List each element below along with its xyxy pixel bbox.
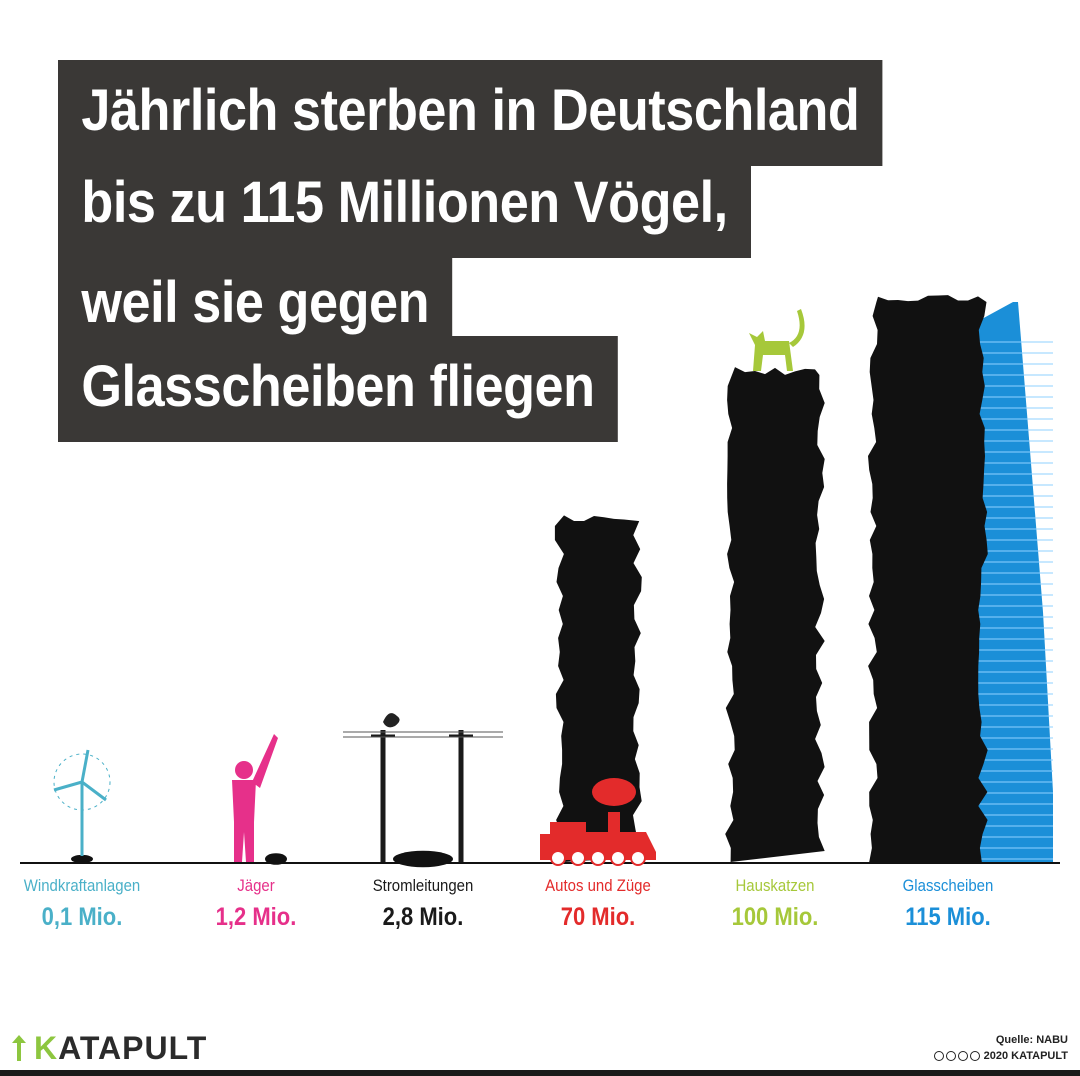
hunter-body xyxy=(232,734,278,862)
category-label: Autos und Züge xyxy=(545,876,651,895)
katapult-logo: KATAPULT xyxy=(10,1030,207,1066)
train-wheel-3 xyxy=(610,850,626,866)
category-label: Jäger xyxy=(237,876,275,895)
source-text: Quelle: NABU xyxy=(995,1034,1068,1046)
value-label: 1,2 Mio. xyxy=(215,903,297,931)
footer-info: Quelle: NABU 2020 KATAPULT xyxy=(933,1032,1068,1064)
bar-glasscheiben xyxy=(868,295,988,863)
train-wheel-4 xyxy=(630,850,646,866)
title-line-1: Jährlich sterben in Deutschland xyxy=(58,60,883,166)
category-label: Glasscheiben xyxy=(902,876,994,895)
train-wheel-2 xyxy=(590,850,606,866)
title-line-2: bis zu 115 Millionen Vögel, xyxy=(58,152,752,258)
cat-icon xyxy=(749,309,805,372)
bottom-bar xyxy=(0,1070,1080,1076)
train-wheel-0 xyxy=(550,850,566,866)
value-label: 70 Mio. xyxy=(560,903,636,931)
value-label: 100 Mio. xyxy=(731,903,819,931)
turbine-blades xyxy=(53,749,107,802)
title-line-4: Glasscheiben fliegen xyxy=(58,336,618,442)
sitting-bird-icon xyxy=(383,713,400,728)
value-label: 2,8 Mio. xyxy=(382,903,464,931)
catapult-icon xyxy=(12,1035,26,1061)
value-label: 115 Mio. xyxy=(905,903,991,931)
bar-autos-und-züge xyxy=(554,515,642,862)
bar-hauskatzen xyxy=(725,367,825,862)
brand-name: KATAPULT xyxy=(34,1029,208,1066)
train-icon xyxy=(540,812,656,860)
bird-pile-2 xyxy=(393,850,453,868)
bird-pile-0 xyxy=(71,854,93,864)
hunter-icon xyxy=(235,761,253,779)
cc-license-icon xyxy=(933,1051,980,1062)
copyright-text: 2020 KATAPULT xyxy=(983,1050,1068,1062)
train-smoke xyxy=(592,778,636,806)
turbine-rotor-arc xyxy=(53,753,111,811)
category-label: Hauskatzen xyxy=(735,876,815,895)
value-label: 0,1 Mio. xyxy=(41,903,123,931)
train-wheel-1 xyxy=(570,850,586,866)
category-label: Windkraftanlagen xyxy=(23,876,141,895)
bird-pile-1 xyxy=(265,853,287,865)
category-label: Stromleitungen xyxy=(372,876,474,895)
